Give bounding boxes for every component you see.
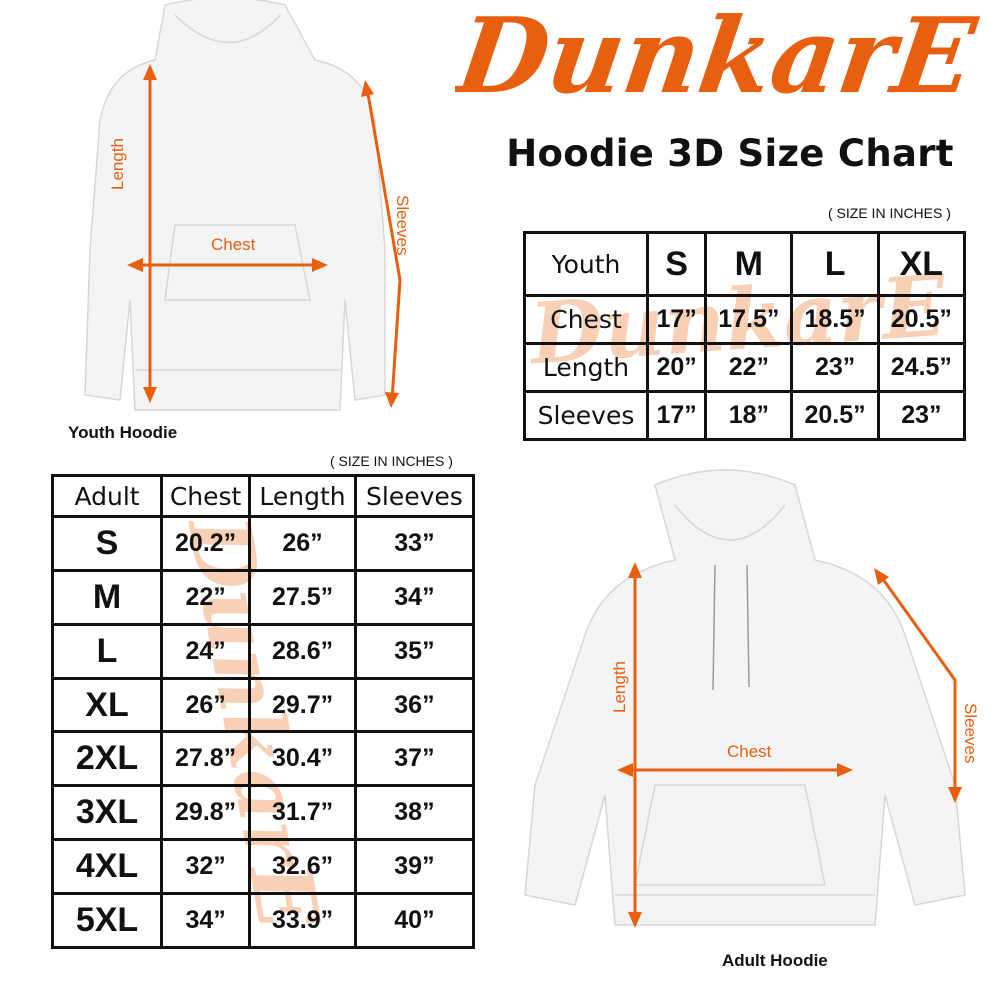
page-title: Hoodie 3D Size Chart [506, 132, 954, 175]
value-cell: 23” [790, 342, 880, 393]
youth-hoodie-image: Length Chest Sleeves [84, 0, 412, 411]
adult-size-table: Adult Chest Length Sleeves S 20.2” 26” 33” M 22” 2… [51, 473, 476, 949]
header-cell: Sleeves [353, 473, 476, 519]
adult-chest-arrow [617, 763, 853, 777]
adult-length-label: Length [610, 661, 629, 713]
value-cell: 34” [159, 892, 252, 949]
size-cell: XL [51, 676, 163, 734]
value-cell: 23” [876, 390, 967, 441]
value-cell: 24.5” [876, 342, 967, 393]
youth-chest-label: Chest [211, 235, 256, 254]
value-cell: 17” [645, 294, 708, 345]
table-row: 4XL 32” 32.6” 39” [51, 838, 476, 896]
header-cell: Adult [51, 473, 163, 519]
value-cell: 17” [645, 390, 708, 441]
value-cell: 20” [645, 342, 708, 393]
value-cell: 37” [353, 730, 476, 788]
youth-length-label: Length [108, 138, 127, 190]
value-cell: 20.5” [790, 390, 880, 441]
header-cell: Length [248, 473, 357, 519]
size-header-cell: XL [876, 231, 967, 297]
size-cell: 2XL [51, 730, 163, 788]
header-cell: Youth [523, 231, 649, 297]
youth-hoodie-label: Youth Hoodie [68, 423, 178, 442]
size-cell: 3XL [51, 784, 163, 842]
table-row: S 20.2” 26” 33” [51, 515, 476, 572]
value-cell: 27.5” [248, 568, 357, 626]
size-cell: M [51, 568, 163, 626]
value-cell: 28.6” [248, 622, 357, 680]
value-cell: 39” [353, 838, 476, 896]
row-label-cell: Length [523, 342, 649, 393]
value-cell: 22” [704, 342, 794, 393]
value-cell: 26” [159, 676, 252, 734]
table-row: XL 26” 29.7” 36” [51, 676, 476, 734]
table-row: Chest 17” 17.5” 18.5” 20.5” [523, 294, 967, 345]
table-header-row: Youth S M L XL [523, 231, 967, 297]
size-header-cell: M [704, 231, 794, 297]
youth-size-table: Youth S M L XL Chest 17” 17.5” 18.5” 20.5” Length 2… [523, 231, 967, 441]
value-cell: 29.7” [248, 676, 357, 734]
value-cell: 34” [353, 568, 476, 626]
value-cell: 36” [353, 676, 476, 734]
adult-unit-note: ( SIZE IN INCHES ) [330, 453, 453, 469]
youth-length-arrow [143, 64, 157, 403]
value-cell: 18.5” [790, 294, 880, 345]
table-row: L 24” 28.6” 35” [51, 622, 476, 680]
table-row: M 22” 27.5” 34” [51, 568, 476, 626]
adult-chest-label: Chest [727, 742, 772, 761]
size-cell: 4XL [51, 838, 163, 896]
value-cell: 30.4” [248, 730, 357, 788]
table-row: 2XL 27.8” 30.4” 37” [51, 730, 476, 788]
table-row: 3XL 29.8” 31.7” 38” [51, 784, 476, 842]
value-cell: 32” [159, 838, 252, 896]
youth-sleeves-label: Sleeves [393, 195, 412, 255]
value-cell: 33.9” [248, 892, 357, 949]
header-cell: Chest [159, 473, 252, 519]
value-cell: 20.5” [876, 294, 967, 345]
value-cell: 18” [704, 390, 794, 441]
size-header-cell: L [790, 231, 880, 297]
row-label-cell: Chest [523, 294, 649, 345]
adult-length-arrow [628, 562, 642, 928]
value-cell: 24” [159, 622, 252, 680]
table-row: Length 20” 22” 23” 24.5” [523, 342, 967, 393]
adult-hoodie-label: Adult Hoodie [722, 951, 828, 970]
table-row: Sleeves 17” 18” 20.5” 23” [523, 390, 967, 441]
youth-chest-arrow [127, 258, 328, 272]
size-header-cell: S [645, 231, 708, 297]
brand-logo: DunkarE [455, 0, 983, 117]
table-header-row: Adult Chest Length Sleeves [51, 473, 476, 519]
size-cell: L [51, 622, 163, 680]
youth-sleeves-arrow [361, 80, 402, 408]
size-cell: S [51, 515, 163, 572]
value-cell: 17.5” [704, 294, 794, 345]
value-cell: 29.8” [159, 784, 252, 842]
value-cell: 40” [353, 892, 476, 949]
value-cell: 27.8” [159, 730, 252, 788]
logo-lettering: DunkarE [455, 0, 983, 117]
adult-sleeves-arrow [874, 568, 962, 803]
value-cell: 31.7” [248, 784, 357, 842]
adult-hoodie-image: Length Chest Sleeves [524, 469, 980, 928]
value-cell: 33” [353, 515, 476, 572]
row-label-cell: Sleeves [523, 390, 649, 441]
value-cell: 35” [353, 622, 476, 680]
value-cell: 32.6” [248, 838, 357, 896]
value-cell: 26” [248, 515, 357, 572]
table-row: 5XL 34” 33.9” 40” [51, 892, 476, 949]
value-cell: 20.2” [159, 515, 252, 572]
value-cell: 22” [159, 568, 252, 626]
youth-unit-note: ( SIZE IN INCHES ) [828, 205, 951, 221]
adult-sleeves-label: Sleeves [961, 703, 980, 763]
value-cell: 38” [353, 784, 476, 842]
size-cell: 5XL [51, 892, 163, 949]
